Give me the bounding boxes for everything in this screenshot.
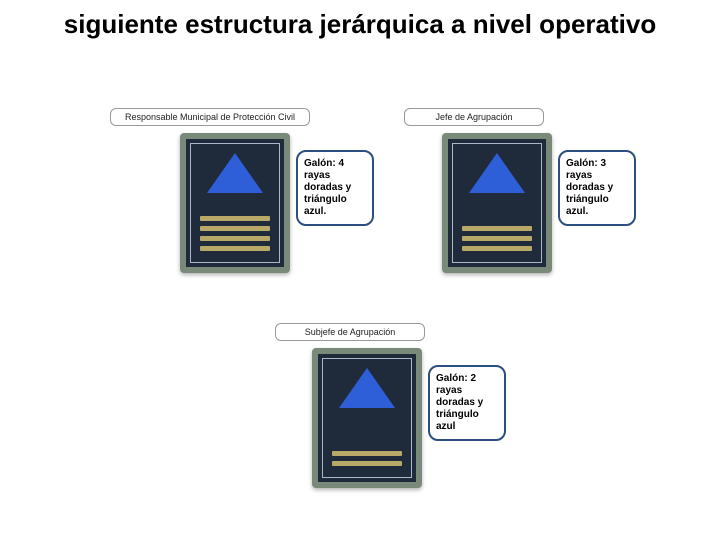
stripe xyxy=(462,226,532,231)
triangle-icon xyxy=(207,153,263,193)
stripes-container xyxy=(200,216,270,251)
callout-responsable: Galón: 4 rayas doradas y triángulo azul. xyxy=(296,150,374,226)
stripe xyxy=(200,246,270,251)
stripe xyxy=(462,246,532,251)
rank-label-subjefe: Subjefe de Agrupación xyxy=(275,323,425,341)
stripe xyxy=(332,461,402,466)
stripe xyxy=(332,451,402,456)
stripe xyxy=(200,236,270,241)
stripe xyxy=(462,236,532,241)
badge-body xyxy=(180,133,290,273)
badge-subjefe xyxy=(312,348,422,488)
rank-label-jefe: Jefe de Agrupación xyxy=(404,108,544,126)
rank-label-responsable: Responsable Municipal de Protección Civi… xyxy=(110,108,310,126)
callout-jefe: Galón: 3 rayas doradas y triángulo azul. xyxy=(558,150,636,226)
stripe xyxy=(200,216,270,221)
stripe xyxy=(200,226,270,231)
stripes-container xyxy=(462,226,532,251)
triangle-icon xyxy=(339,368,395,408)
badge-body xyxy=(312,348,422,488)
badge-responsable xyxy=(180,133,290,273)
triangle-icon xyxy=(469,153,525,193)
page-title: siguiente estructura jerárquica a nivel … xyxy=(0,10,720,39)
stripes-container xyxy=(332,451,402,466)
callout-subjefe: Galón: 2 rayas doradas y triángulo azul xyxy=(428,365,506,441)
badge-body xyxy=(442,133,552,273)
badge-jefe xyxy=(442,133,552,273)
